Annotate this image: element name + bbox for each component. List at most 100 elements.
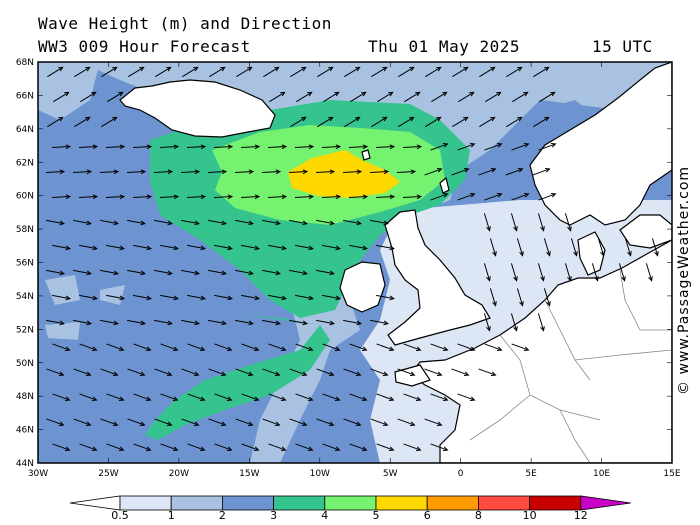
wave-arrow <box>322 443 341 452</box>
wave-arrow <box>377 91 394 103</box>
wave-arrow <box>73 368 92 377</box>
lon-label: 10W <box>310 469 330 479</box>
legend-low-tip <box>69 495 121 511</box>
wave-arrow <box>403 393 422 402</box>
wave-arrow <box>268 443 287 452</box>
wave-arrow <box>457 393 476 402</box>
legend-tick-label: 10 <box>523 509 537 522</box>
great-britain <box>384 209 491 346</box>
wave-arrow <box>182 66 199 78</box>
wave-arrow <box>315 169 336 175</box>
wave-arrow <box>269 91 286 103</box>
legend-swatch <box>426 495 479 511</box>
lat-label: 46N <box>16 426 34 436</box>
wave-arrow <box>538 192 557 201</box>
wave-arrow <box>564 263 572 282</box>
wave-arrow <box>160 244 179 251</box>
wave-arrow <box>133 294 152 301</box>
forecast-date: Thu 01 May 2025 <box>368 37 520 56</box>
iceland <box>119 79 276 138</box>
wave-arrow <box>106 343 125 352</box>
wave-arrow <box>323 91 340 103</box>
wave-arrow <box>511 192 530 201</box>
wave-arrow <box>564 213 572 232</box>
wave-arrow <box>133 244 152 251</box>
wave-arrow <box>106 294 125 301</box>
wave-arrow <box>506 66 523 78</box>
wave-arrow <box>484 343 503 352</box>
wave-band-5-6m <box>288 150 400 198</box>
graticule <box>38 62 672 463</box>
wave-arrow <box>537 313 545 332</box>
legend-tick-label: 4 <box>321 509 328 522</box>
lon-label: 10E <box>593 469 610 479</box>
wave-arrow <box>533 66 550 78</box>
wave-arrow <box>543 288 551 307</box>
lat-label: 56N <box>16 259 34 269</box>
wave-arrow <box>208 319 227 326</box>
legend-swatch <box>477 495 530 511</box>
wave-arrow <box>262 418 281 427</box>
lat-label: 50N <box>16 359 34 369</box>
denmark <box>577 231 606 276</box>
wave-arrow <box>187 244 206 251</box>
wave-arrow <box>451 167 470 176</box>
wave-arrow <box>430 443 449 452</box>
longitude-labels: 30W 25W 20W 15W 10W 5W 0 5E 10E 15E <box>28 469 681 479</box>
faroe <box>361 149 371 161</box>
forecast-time: 15 UTC <box>592 37 653 56</box>
wave-arrow <box>478 368 497 377</box>
wave-arrow <box>263 66 280 78</box>
wave-arrow <box>484 192 503 201</box>
wave-arrow <box>154 418 173 427</box>
wave-arrow <box>510 213 518 232</box>
wave-arrow <box>126 169 147 175</box>
wave-arrow <box>241 443 260 452</box>
wave-arrow <box>344 116 361 128</box>
wave-arrow <box>296 91 313 103</box>
wave-arrow <box>79 443 98 452</box>
wave-arrow <box>424 167 443 176</box>
wave-arrow <box>370 368 389 377</box>
wave-arrow <box>532 167 551 176</box>
wave-arrow <box>425 66 442 78</box>
wave-arrow <box>370 418 389 427</box>
wave-arrow <box>321 194 342 200</box>
wave-arrow <box>53 91 70 103</box>
wave-arrow <box>187 294 206 301</box>
wave-arrow <box>240 194 261 200</box>
wave-arrow <box>370 219 389 226</box>
legend-tick-label: 12 <box>574 509 588 522</box>
wave-arrow <box>186 194 207 200</box>
wave-arrow <box>316 418 335 427</box>
wave-arrow <box>159 194 180 200</box>
lon-label: 20W <box>169 469 189 479</box>
wave-arrow <box>262 368 281 377</box>
legend-tick-label: 2 <box>219 509 226 522</box>
lat-label: 58N <box>16 225 34 235</box>
wave-arrow <box>452 66 469 78</box>
wave-arrow <box>235 219 254 226</box>
wave-arrow <box>241 343 260 352</box>
wave-arrow <box>321 144 342 150</box>
wave-arrow <box>46 219 65 226</box>
lat-label: 52N <box>16 325 34 335</box>
wave-arrow <box>181 219 200 226</box>
ireland <box>339 261 386 313</box>
wave-arrow <box>235 368 254 377</box>
wave-arrow <box>213 194 234 200</box>
legend-tick-label: 3 <box>270 509 277 522</box>
wave-arrow <box>154 219 173 226</box>
wave-arrow <box>483 213 491 232</box>
wave-arrow <box>235 269 254 276</box>
wave-arrow <box>537 263 545 282</box>
wave-arrow <box>186 144 207 150</box>
lat-label: 62N <box>16 158 34 168</box>
wave-arrow <box>510 313 518 332</box>
continental-europe <box>409 239 672 463</box>
lat-label: 48N <box>16 392 34 402</box>
wave-arrow <box>127 219 146 226</box>
lon-label: 5W <box>383 469 398 479</box>
wave-arrow <box>289 269 308 276</box>
wave-arrow <box>107 91 124 103</box>
